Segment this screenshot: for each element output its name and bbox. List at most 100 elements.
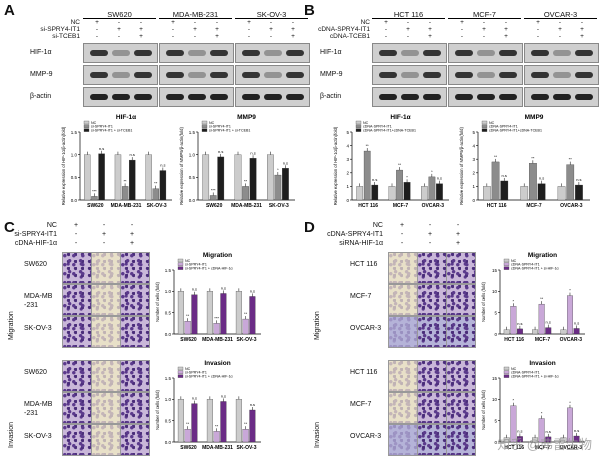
significance-label: n.s xyxy=(546,429,551,434)
x-tick-label: MDA-MB-231 xyxy=(202,445,233,451)
micrograph xyxy=(388,284,418,316)
blot-band xyxy=(166,94,184,100)
bar xyxy=(159,170,167,201)
condition-sign: + xyxy=(269,26,273,33)
significance-label: ** xyxy=(398,162,402,167)
blot-image xyxy=(372,65,447,85)
cell-line-header: MCF-7 xyxy=(473,10,496,19)
bar xyxy=(566,164,575,201)
legend-label: NC xyxy=(489,121,495,125)
y-tick-label: 0.0 xyxy=(71,198,78,203)
micrograph xyxy=(62,424,92,456)
x-tick-label: HCT 116 xyxy=(504,445,524,451)
condition-sign: + xyxy=(455,240,461,247)
micrograph xyxy=(446,424,476,456)
panel-c-letter: C xyxy=(4,219,15,236)
condition-sign: + xyxy=(171,19,175,26)
y-tick-label: 0 xyxy=(494,440,497,445)
legend-swatch xyxy=(177,258,184,263)
condition-sign: - xyxy=(269,33,273,40)
blot-band xyxy=(531,94,549,100)
condition-sign: - xyxy=(460,33,464,40)
significance-label: n.s xyxy=(283,160,288,165)
cell-line-label: HCT 116 xyxy=(350,369,378,376)
condition-sign: + xyxy=(73,222,79,229)
bar-chart-B2: MMP9 NC cDNA-SPRY4-IT1 cDNA-SPRY4-IT1+cDNA-… xyxy=(458,112,593,212)
blot-band xyxy=(286,50,304,56)
legend-label: NC xyxy=(511,367,517,371)
y-tick-label: 4 xyxy=(346,143,349,148)
blot-band xyxy=(210,72,228,78)
bar xyxy=(575,184,583,201)
y-axis-label: Relative expression of MMP9/β-actin(fold… xyxy=(179,126,184,204)
x-tick-label: MDA-MB-231 xyxy=(231,203,262,209)
blot-band xyxy=(379,94,397,100)
significance-label: * xyxy=(569,400,571,405)
condition-sign: - xyxy=(406,33,410,40)
cell-line-header: HCT 116 xyxy=(393,10,424,19)
y-tick-label: 4 xyxy=(472,143,475,148)
y-tick-label: 0.0 xyxy=(165,332,172,337)
condition-sign: + xyxy=(139,26,143,33)
bar xyxy=(503,329,510,335)
blot-band xyxy=(264,94,282,100)
condition-sign: + xyxy=(291,33,295,40)
legend-label: NC xyxy=(185,259,191,263)
micrograph xyxy=(120,392,150,424)
bar-chart-B1: HIF-1α NC cDNA-SPRY4-IT1 cDNA-SPRY4-IT1+cDN… xyxy=(332,112,452,212)
condition-sign: - xyxy=(171,26,175,33)
side-label-migration: Migration xyxy=(8,311,15,340)
condition-sign: + xyxy=(215,33,219,40)
cell-line-label: SK-OV-3 xyxy=(24,325,52,332)
bar xyxy=(436,183,443,201)
significance-label: * xyxy=(513,398,515,403)
micrograph xyxy=(62,252,92,284)
condition-sign: - xyxy=(117,33,121,40)
y-tick-label: 0.5 xyxy=(165,418,172,423)
blot-band xyxy=(286,94,304,100)
bar xyxy=(213,323,220,335)
blot-band xyxy=(210,50,228,56)
bar xyxy=(114,154,122,201)
condition-sign: - xyxy=(482,19,486,26)
panel-b-letter: B xyxy=(304,2,315,19)
bar xyxy=(500,180,509,201)
legend-swatch xyxy=(503,266,510,270)
blot-band xyxy=(499,50,517,56)
legend-label: cDNA-SPRY4-IT1 + si-HIF-1α xyxy=(511,374,559,378)
y-axis-label: Number of cells (fold) xyxy=(481,389,486,429)
blot-image xyxy=(448,65,523,85)
condition-sign: + xyxy=(580,33,584,40)
condition-sign: - xyxy=(171,33,175,40)
side-label-invasion: Invasion xyxy=(8,421,15,448)
significance-label: n.s xyxy=(99,146,104,151)
bar xyxy=(206,399,213,443)
condition-label: NC xyxy=(46,222,57,229)
legend-label: cDNA-SPRY4-IT1 xyxy=(511,371,540,375)
bar xyxy=(510,306,517,335)
cell-line-label: OVCAR-3 xyxy=(350,325,382,332)
cell-line-label: MDA-MB -231 xyxy=(24,401,53,417)
chart-title: Migration xyxy=(203,252,232,259)
legend-swatch xyxy=(503,262,510,266)
x-tick-label: SW620 xyxy=(180,445,197,451)
y-tick-label: 10 xyxy=(492,397,498,402)
micrograph xyxy=(446,392,476,424)
blot-band xyxy=(401,72,419,78)
significance-label: n.s xyxy=(192,287,197,292)
blot-band xyxy=(134,72,152,78)
micrograph xyxy=(417,392,447,424)
chart-title: HIF-1α xyxy=(116,114,136,121)
blot-band xyxy=(286,72,304,78)
y-tick-label: 0.5 xyxy=(189,175,196,180)
bar xyxy=(537,183,546,201)
micrograph xyxy=(62,360,92,392)
y-tick-label: 3 xyxy=(472,157,475,162)
condition-sign: - xyxy=(504,19,508,26)
micrograph xyxy=(446,316,476,348)
legend-label: si-SPRY4-IT1 + si-TCEB1 xyxy=(209,128,250,132)
significance-label: n.s xyxy=(574,320,579,325)
blot-image xyxy=(235,43,310,63)
